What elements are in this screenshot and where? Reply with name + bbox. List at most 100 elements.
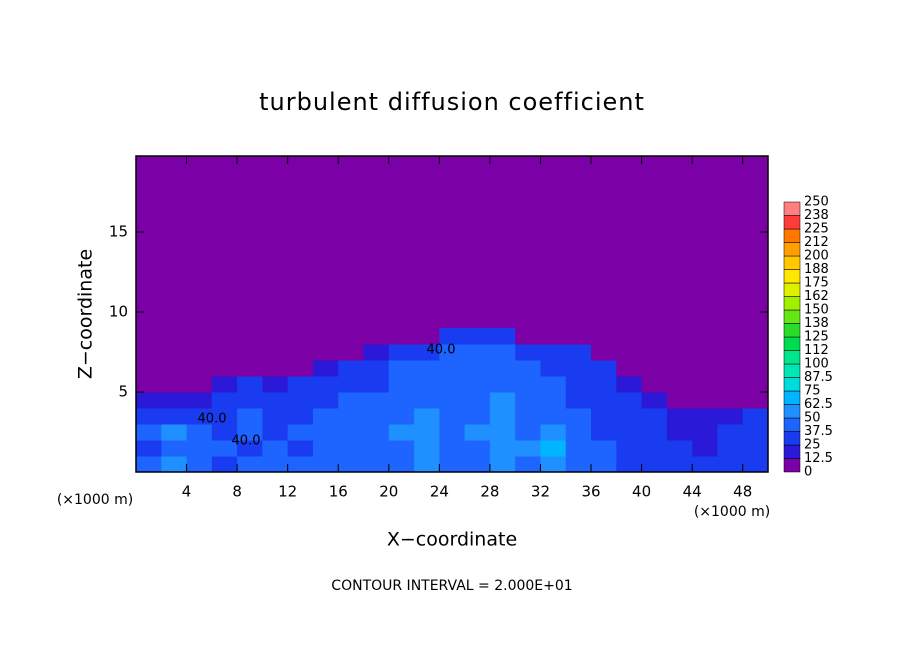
field-cell <box>414 360 440 377</box>
field-cell <box>287 408 314 425</box>
colorbar-swatch <box>783 458 801 473</box>
x-tick-label: 12 <box>278 483 297 501</box>
field-cell <box>489 392 516 409</box>
field-cell <box>717 408 744 425</box>
field-cell <box>540 408 567 425</box>
field-cell <box>388 408 415 425</box>
field-cell <box>439 344 466 361</box>
colorbar-swatch <box>783 255 801 270</box>
field-cell <box>540 344 567 361</box>
contour-interval-note: CONTOUR INTERVAL = 2.000E+01 <box>331 578 572 594</box>
field-cell <box>237 328 263 345</box>
field-cell <box>312 408 339 425</box>
field-cell <box>186 360 213 377</box>
field-cell <box>641 424 668 441</box>
field-cell <box>565 376 592 393</box>
field-cell <box>591 456 617 473</box>
x-tick-label: 4 <box>182 483 192 501</box>
field-cell <box>515 424 541 441</box>
field-cell <box>565 456 592 473</box>
colorbar-swatch <box>783 363 801 378</box>
field-cell <box>414 424 440 441</box>
field-cell <box>641 408 668 425</box>
field-cell <box>338 408 365 425</box>
x-tick-label: 20 <box>379 483 398 501</box>
colorbar-label: 225 <box>804 222 829 237</box>
colorbar-label: 188 <box>804 262 829 277</box>
field-cell <box>363 360 390 377</box>
field-cell <box>136 376 162 393</box>
field-cell <box>692 408 718 425</box>
field-cell <box>287 392 314 409</box>
field-cell <box>237 440 263 457</box>
field-cell <box>237 344 263 361</box>
field-cell <box>186 392 213 409</box>
field-cell <box>388 440 415 457</box>
field-cell <box>742 456 769 473</box>
x-tick-label: 48 <box>733 483 752 501</box>
field-cell <box>262 408 289 425</box>
field-cell <box>338 456 365 473</box>
y-unit-label: (×1000 m) <box>57 492 133 508</box>
field-cell <box>237 456 263 473</box>
field-cell <box>641 440 668 457</box>
field-cell <box>666 344 693 361</box>
field-cell <box>136 424 162 441</box>
field-cell <box>742 328 769 345</box>
field-cell <box>439 360 466 377</box>
colorbar-label: 100 <box>804 357 829 372</box>
field-cell <box>489 344 516 361</box>
field-cell <box>211 408 238 425</box>
colorbar-label: 50 <box>804 411 821 426</box>
colorbar-swatch <box>783 242 801 257</box>
colorbar-swatch <box>783 444 801 459</box>
field-cell <box>338 440 365 457</box>
field-cell <box>666 376 693 393</box>
y-tick-label: 5 <box>118 383 128 401</box>
field-cell <box>692 456 718 473</box>
plot-frame <box>135 155 769 473</box>
field-cell <box>717 392 744 409</box>
field-cell <box>692 328 718 345</box>
field-cell <box>464 344 491 361</box>
y-tick-label: 10 <box>109 303 128 321</box>
field-cell <box>211 456 238 473</box>
field-cell <box>565 328 592 345</box>
field-cell <box>414 328 440 345</box>
field-cell <box>641 360 668 377</box>
colorbar-swatch <box>783 350 801 365</box>
field-cell <box>211 360 238 377</box>
colorbar-swatch <box>783 228 801 243</box>
field-cell <box>692 376 718 393</box>
field-cell <box>565 440 592 457</box>
field-cell <box>692 440 718 457</box>
field-cell <box>414 344 440 361</box>
field-cell <box>262 328 289 345</box>
field-cell <box>515 328 541 345</box>
field-cell <box>742 440 769 457</box>
field-cell <box>363 408 390 425</box>
field-cell <box>591 392 617 409</box>
field-cell <box>666 408 693 425</box>
field-cell <box>388 376 415 393</box>
field-cell <box>515 376 541 393</box>
field-cell <box>312 392 339 409</box>
field-cell <box>312 360 339 377</box>
x-tick-label: 40 <box>632 483 651 501</box>
contour-label: 40.0 <box>198 412 227 427</box>
field-cell <box>717 344 744 361</box>
field-cell <box>591 376 617 393</box>
field-cell <box>692 344 718 361</box>
y-axis-label: Z−coordinate <box>75 249 97 379</box>
colorbar-swatch <box>783 417 801 432</box>
field-cell <box>338 392 365 409</box>
field-cell <box>742 392 769 409</box>
field-cell <box>237 408 263 425</box>
field-cell <box>186 408 213 425</box>
colorbar-label: 150 <box>804 303 829 318</box>
field-cell <box>237 376 263 393</box>
field-cell <box>641 456 668 473</box>
field-cell <box>211 344 238 361</box>
field-cell <box>641 376 668 393</box>
chart-title: turbulent diffusion coefficient <box>259 88 645 116</box>
